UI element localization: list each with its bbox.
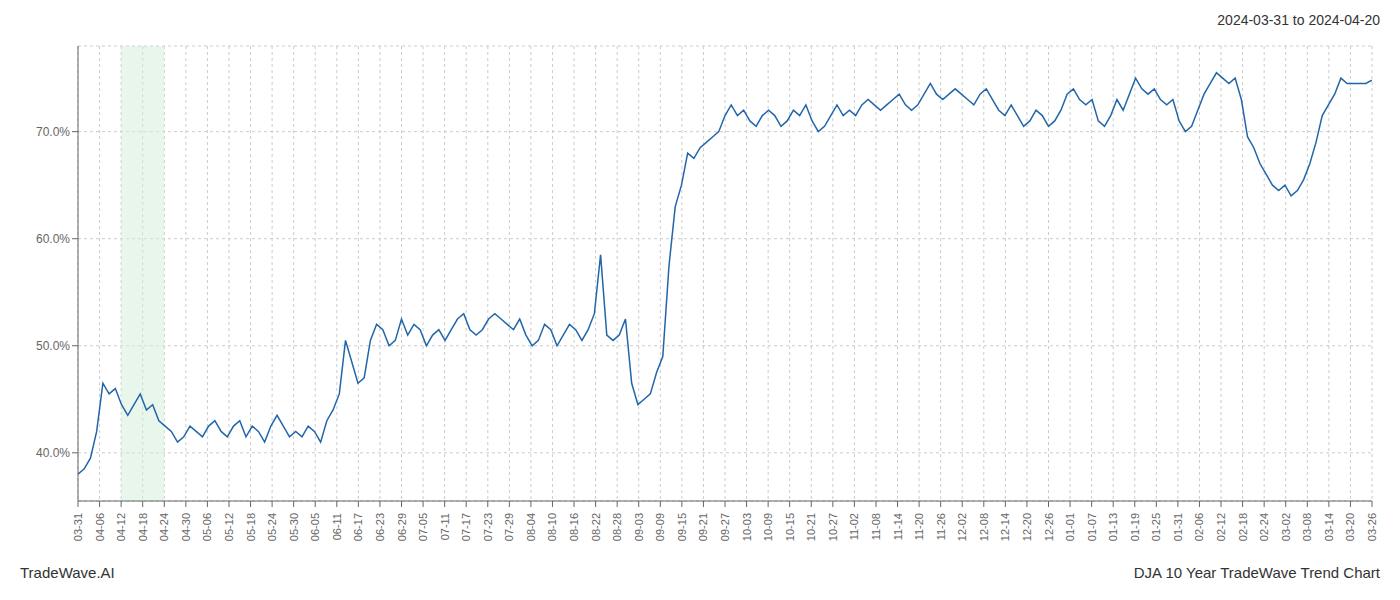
- svg-text:03-14: 03-14: [1323, 513, 1335, 541]
- svg-text:01-31: 01-31: [1172, 513, 1184, 541]
- svg-text:01-19: 01-19: [1129, 513, 1141, 541]
- svg-text:11-02: 11-02: [848, 513, 860, 540]
- svg-text:06-11: 06-11: [331, 513, 343, 540]
- svg-text:10-09: 10-09: [762, 513, 774, 541]
- svg-text:04-18: 04-18: [137, 513, 149, 541]
- svg-text:04-12: 04-12: [115, 513, 127, 541]
- svg-text:03-02: 03-02: [1280, 513, 1292, 541]
- svg-text:10-03: 10-03: [741, 513, 753, 541]
- svg-text:07-05: 07-05: [417, 513, 429, 541]
- svg-text:09-21: 09-21: [697, 513, 709, 541]
- svg-text:08-22: 08-22: [590, 513, 602, 541]
- svg-text:01-07: 01-07: [1086, 513, 1098, 541]
- svg-text:02-24: 02-24: [1258, 513, 1270, 541]
- svg-text:01-25: 01-25: [1150, 513, 1162, 541]
- svg-text:09-09: 09-09: [654, 513, 666, 541]
- svg-text:09-15: 09-15: [676, 513, 688, 541]
- svg-text:07-29: 07-29: [503, 513, 515, 541]
- svg-text:06-17: 06-17: [352, 513, 364, 541]
- svg-text:03-20: 03-20: [1344, 513, 1356, 541]
- svg-text:02-12: 02-12: [1215, 513, 1227, 541]
- svg-text:12-02: 12-02: [956, 513, 968, 541]
- svg-text:02-18: 02-18: [1237, 513, 1249, 541]
- svg-text:05-30: 05-30: [288, 513, 300, 541]
- svg-text:50.0%: 50.0%: [36, 339, 70, 353]
- svg-text:12-26: 12-26: [1043, 513, 1055, 541]
- svg-text:03-26: 03-26: [1366, 513, 1378, 541]
- svg-text:07-23: 07-23: [482, 513, 494, 541]
- svg-text:11-26: 11-26: [935, 513, 947, 540]
- svg-text:02-06: 02-06: [1193, 513, 1205, 541]
- svg-text:09-03: 09-03: [633, 513, 645, 541]
- svg-text:03-31: 03-31: [72, 513, 84, 541]
- svg-text:70.0%: 70.0%: [36, 125, 70, 139]
- svg-text:12-20: 12-20: [1021, 513, 1033, 541]
- svg-text:40.0%: 40.0%: [36, 446, 70, 460]
- svg-text:06-05: 06-05: [309, 513, 321, 541]
- svg-text:05-18: 05-18: [245, 513, 257, 541]
- svg-text:10-21: 10-21: [805, 513, 817, 541]
- svg-text:03-08: 03-08: [1301, 513, 1313, 541]
- svg-text:01-01: 01-01: [1064, 513, 1076, 541]
- svg-text:06-29: 06-29: [396, 513, 408, 541]
- svg-text:05-12: 05-12: [223, 513, 235, 541]
- svg-text:11-14: 11-14: [892, 513, 904, 540]
- svg-text:06-23: 06-23: [374, 513, 386, 541]
- svg-text:12-08: 12-08: [978, 513, 990, 541]
- svg-text:10-15: 10-15: [784, 513, 796, 541]
- svg-text:08-16: 08-16: [568, 513, 580, 541]
- svg-text:11-20: 11-20: [913, 513, 925, 540]
- svg-text:11-08: 11-08: [870, 513, 882, 540]
- svg-text:08-04: 08-04: [525, 513, 537, 541]
- svg-text:04-30: 04-30: [180, 513, 192, 541]
- svg-text:07-17: 07-17: [460, 513, 472, 541]
- html-text:2024-03-31 to 2024-04-20: 2024-03-31 to 2024-04-20: [1217, 12, 1380, 28]
- svg-text:05-24: 05-24: [266, 513, 278, 541]
- svg-text:08-10: 08-10: [546, 513, 558, 541]
- svg-text:04-06: 04-06: [94, 513, 106, 541]
- svg-text:12-14: 12-14: [999, 513, 1011, 541]
- svg-text:04-24: 04-24: [158, 513, 170, 541]
- html-text:DJA 10 Year TradeWave Trend Ch: DJA 10 Year TradeWave Trend Chart: [1133, 564, 1380, 581]
- svg-text:08-28: 08-28: [611, 513, 623, 541]
- svg-text:01-13: 01-13: [1107, 513, 1119, 541]
- html-text:TradeWave.AI: TradeWave.AI: [20, 564, 115, 581]
- svg-text:05-06: 05-06: [201, 513, 213, 541]
- svg-text:07-11: 07-11: [439, 513, 451, 540]
- svg-text:09-27: 09-27: [719, 513, 731, 541]
- svg-text:10-27: 10-27: [827, 513, 839, 541]
- svg-text:60.0%: 60.0%: [36, 232, 70, 246]
